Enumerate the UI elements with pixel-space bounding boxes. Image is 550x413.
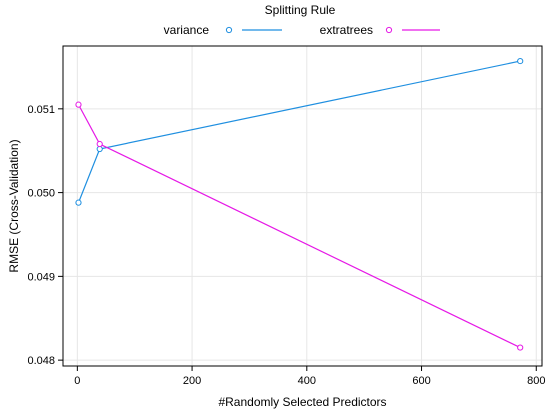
data-point-extratrees	[517, 344, 524, 351]
data-point-variance	[75, 199, 82, 206]
x-axis: 0 200 400 600 800	[74, 366, 545, 387]
data-point-variance	[96, 145, 103, 153]
x-tick-label: 400	[298, 375, 316, 387]
x-tick-label: 200	[183, 375, 201, 387]
y-tick-label: 0.048	[27, 355, 55, 367]
plot-frame	[62, 45, 543, 367]
data-point-extratrees	[96, 140, 103, 148]
y-tick-label: 0.049	[27, 271, 55, 283]
legend-title: Splitting Rule	[265, 3, 336, 17]
x-tick-label: 600	[412, 375, 430, 387]
x-tick-label: 800	[527, 375, 545, 387]
data-point-variance	[517, 57, 524, 65]
x-axis-label: #Randomly Selected Predictors	[218, 395, 386, 409]
legend-label-variance: variance	[164, 23, 210, 37]
series-line-variance	[77, 60, 521, 203]
series-layer	[75, 57, 524, 351]
x-tick-label: 0	[74, 375, 80, 387]
legend: Splitting Rule variance extratrees	[164, 3, 440, 37]
legend-marker-variance	[225, 26, 233, 34]
y-tick-label: 0.051	[27, 104, 55, 116]
data-point-extratrees	[75, 101, 82, 108]
legend-marker-extratrees	[385, 26, 393, 34]
series-line-extratrees	[77, 104, 521, 349]
y-tick-label: 0.050	[27, 188, 55, 200]
grid-lines	[63, 46, 542, 366]
legend-label-extratrees: extratrees	[320, 23, 373, 37]
y-axis: 0.048 0.049 0.050 0.051	[27, 104, 63, 367]
y-axis-label: RMSE (Cross-Validation)	[7, 139, 21, 272]
